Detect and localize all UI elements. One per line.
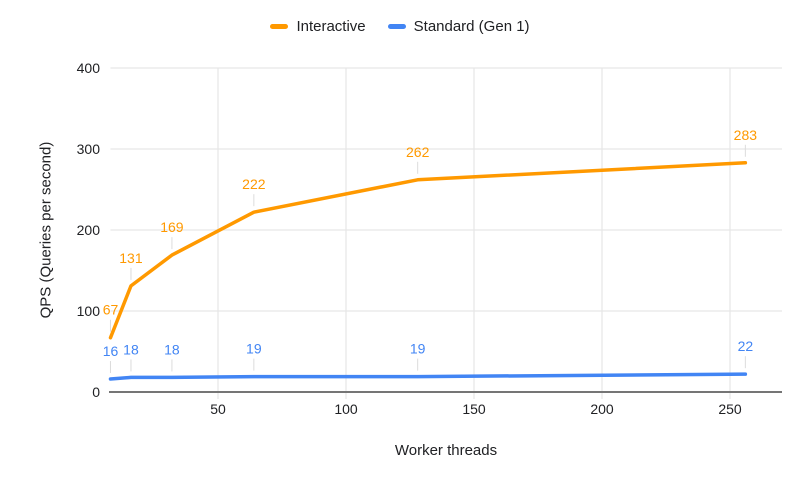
data-label-standard-gen-1: 18 [123,341,139,357]
data-label-standard-gen-1: 19 [246,341,262,357]
x-tick-label: 50 [210,401,226,417]
data-label-interactive: 67 [103,302,119,318]
x-tick-label: 250 [718,401,742,417]
data-label-interactive: 131 [119,250,143,266]
y-tick-label: 400 [77,60,101,76]
y-axis-title: QPS (Queries per second) [37,141,55,319]
data-label-interactive: 262 [406,144,430,160]
legend-item-standard-gen1: Standard (Gen 1) [387,18,530,35]
y-tick-label: 300 [77,141,101,157]
legend-label-interactive: Interactive [296,18,366,35]
series-line-standard-gen-1 [108,372,748,381]
standard-gen1-series-swatch-icon [387,24,406,29]
data-label-interactive: 283 [734,127,758,143]
data-label-standard-gen-1: 19 [410,341,426,357]
legend-label-standard-gen1: Standard (Gen 1) [413,18,530,35]
interactive-series-swatch-icon [270,24,289,29]
y-tick-label: 200 [77,222,101,238]
x-tick-label: 100 [334,401,358,417]
y-tick-label: 100 [77,303,101,319]
data-label-interactive: 169 [160,219,184,235]
x-tick-label: 150 [462,401,486,417]
chart-legend: Interactive Standard (Gen 1) [0,18,800,35]
data-label-standard-gen-1: 18 [164,341,180,357]
data-label-standard-gen-1: 22 [738,338,754,354]
data-label-interactive: 222 [242,176,266,192]
y-tick-label: 0 [92,384,100,400]
x-tick-label: 200 [590,401,614,417]
legend-item-interactive: Interactive [270,18,366,35]
x-axis-title: Worker threads [394,442,498,459]
data-label-standard-gen-1: 16 [103,343,119,359]
series-line-interactive [108,161,748,340]
